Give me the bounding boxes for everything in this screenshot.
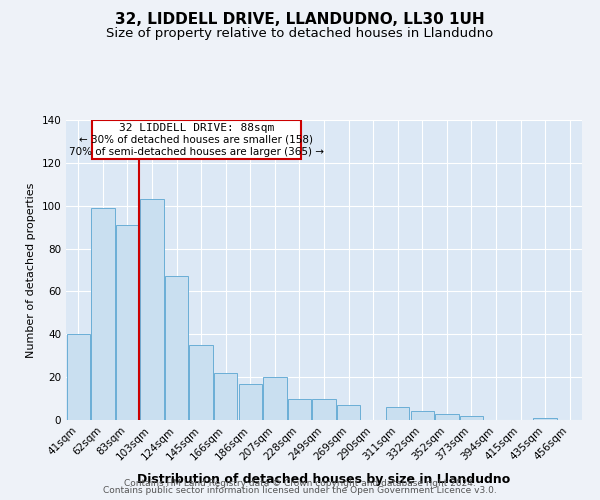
FancyBboxPatch shape: [92, 120, 301, 158]
Text: 70% of semi-detached houses are larger (365) →: 70% of semi-detached houses are larger (…: [69, 147, 324, 157]
Bar: [190, 345, 213, 420]
Text: Contains HM Land Registry data © Crown copyright and database right 2024.: Contains HM Land Registry data © Crown c…: [124, 478, 476, 488]
Bar: [263, 377, 287, 420]
Bar: [533, 418, 557, 420]
Bar: [337, 405, 360, 420]
Bar: [67, 334, 90, 420]
Text: Size of property relative to detached houses in Llandudno: Size of property relative to detached ho…: [106, 28, 494, 40]
Text: 32 LIDDELL DRIVE: 88sqm: 32 LIDDELL DRIVE: 88sqm: [119, 123, 274, 133]
Bar: [288, 398, 311, 420]
Bar: [214, 373, 238, 420]
Bar: [116, 225, 139, 420]
Bar: [91, 208, 115, 420]
Text: Contains public sector information licensed under the Open Government Licence v3: Contains public sector information licen…: [103, 486, 497, 495]
Bar: [460, 416, 483, 420]
Bar: [140, 200, 164, 420]
Y-axis label: Number of detached properties: Number of detached properties: [26, 182, 36, 358]
Bar: [410, 412, 434, 420]
Bar: [165, 276, 188, 420]
X-axis label: Distribution of detached houses by size in Llandudno: Distribution of detached houses by size …: [137, 473, 511, 486]
Bar: [386, 407, 409, 420]
Bar: [435, 414, 458, 420]
Text: 32, LIDDELL DRIVE, LLANDUDNO, LL30 1UH: 32, LIDDELL DRIVE, LLANDUDNO, LL30 1UH: [115, 12, 485, 28]
Bar: [239, 384, 262, 420]
Bar: [313, 398, 335, 420]
Text: ← 30% of detached houses are smaller (158): ← 30% of detached houses are smaller (15…: [79, 135, 313, 145]
